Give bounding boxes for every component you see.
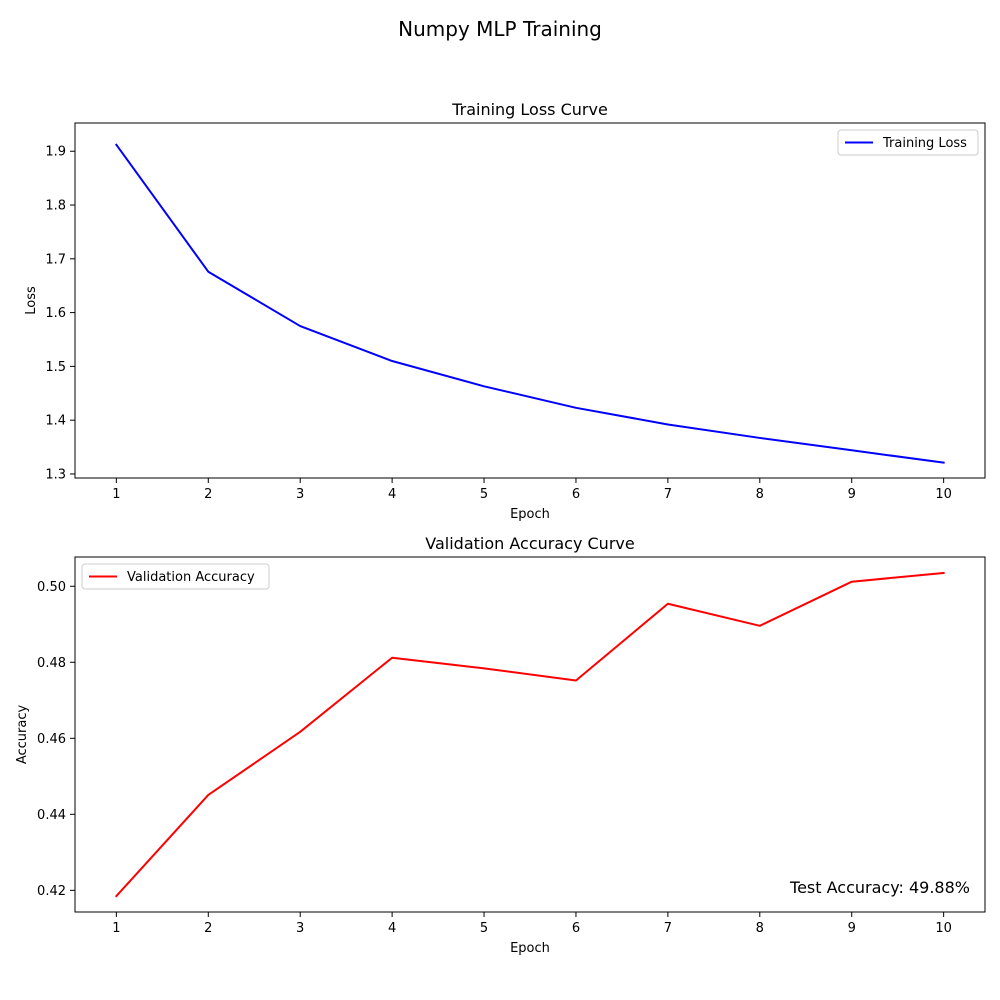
x-tick-label: 6 (572, 921, 580, 936)
x-tick-label: 7 (664, 487, 672, 502)
subplot-title: Validation Accuracy Curve (425, 534, 634, 553)
x-tick-label: 3 (296, 921, 304, 936)
x-tick-label: 4 (388, 921, 396, 936)
x-tick-label: 10 (935, 921, 952, 936)
x-tick-label: 9 (848, 487, 856, 502)
y-tick-label: 1.3 (45, 467, 66, 482)
y-tick-label: 0.48 (37, 656, 66, 671)
x-tick-label: 7 (664, 921, 672, 936)
x-tick-label: 4 (388, 487, 396, 502)
x-tick-label: 1 (112, 921, 120, 936)
axes-frame (74, 556, 986, 913)
x-tick-label: 5 (480, 487, 488, 502)
x-axis-label: Epoch (510, 941, 550, 956)
series-line (114, 143, 945, 464)
x-tick-label: 3 (296, 487, 304, 502)
legend: Training Loss (837, 129, 979, 156)
figure-title: Numpy MLP Training (398, 17, 602, 41)
test-accuracy-annotation: Test Accuracy: 49.88% (789, 878, 970, 897)
x-tick-label: 5 (480, 921, 488, 936)
y-tick-label: 0.50 (37, 580, 66, 595)
subplot-2: Validation Accuracy Curve 1 2 3 4 5 6 7 8 9 10 0.42… (15, 534, 986, 956)
legend-box (81, 563, 270, 590)
legend-box (837, 129, 979, 156)
x-tick-label: 1 (112, 487, 120, 502)
series-line (114, 571, 945, 898)
legend-label: Training Loss (882, 136, 967, 151)
y-tick-label: 1.8 (45, 199, 66, 214)
y-axis-label: Loss (24, 286, 39, 315)
axes-frame (74, 122, 986, 479)
x-tick-label: 10 (935, 487, 952, 502)
y-tick-label: 1.6 (45, 306, 66, 321)
subplot-title: Training Loss Curve (451, 100, 608, 119)
legend: Validation Accuracy (81, 563, 270, 590)
subplot-1: Training Loss Curve 1 2 3 4 5 6 7 8 9 10 1.3 1.4 1.5 1… (24, 100, 986, 522)
x-tick-label: 2 (204, 921, 212, 936)
y-tick-label: 1.9 (45, 145, 66, 160)
y-tick-label: 1.5 (45, 360, 66, 375)
x-tick-label: 8 (756, 487, 764, 502)
x-tick-label: 8 (756, 921, 764, 936)
y-tick-label: 0.42 (37, 884, 66, 899)
x-axis-label: Epoch (510, 507, 550, 522)
y-tick-label: 0.44 (37, 808, 66, 823)
legend-label: Validation Accuracy (127, 570, 255, 585)
y-tick-label: 1.7 (45, 252, 66, 267)
y-tick-label: 1.4 (45, 414, 66, 429)
x-tick-label: 6 (572, 487, 580, 502)
y-axis-label: Accuracy (15, 705, 30, 765)
y-tick-label: 0.46 (37, 732, 66, 747)
x-tick-label: 9 (848, 921, 856, 936)
x-tick-label: 2 (204, 487, 212, 502)
